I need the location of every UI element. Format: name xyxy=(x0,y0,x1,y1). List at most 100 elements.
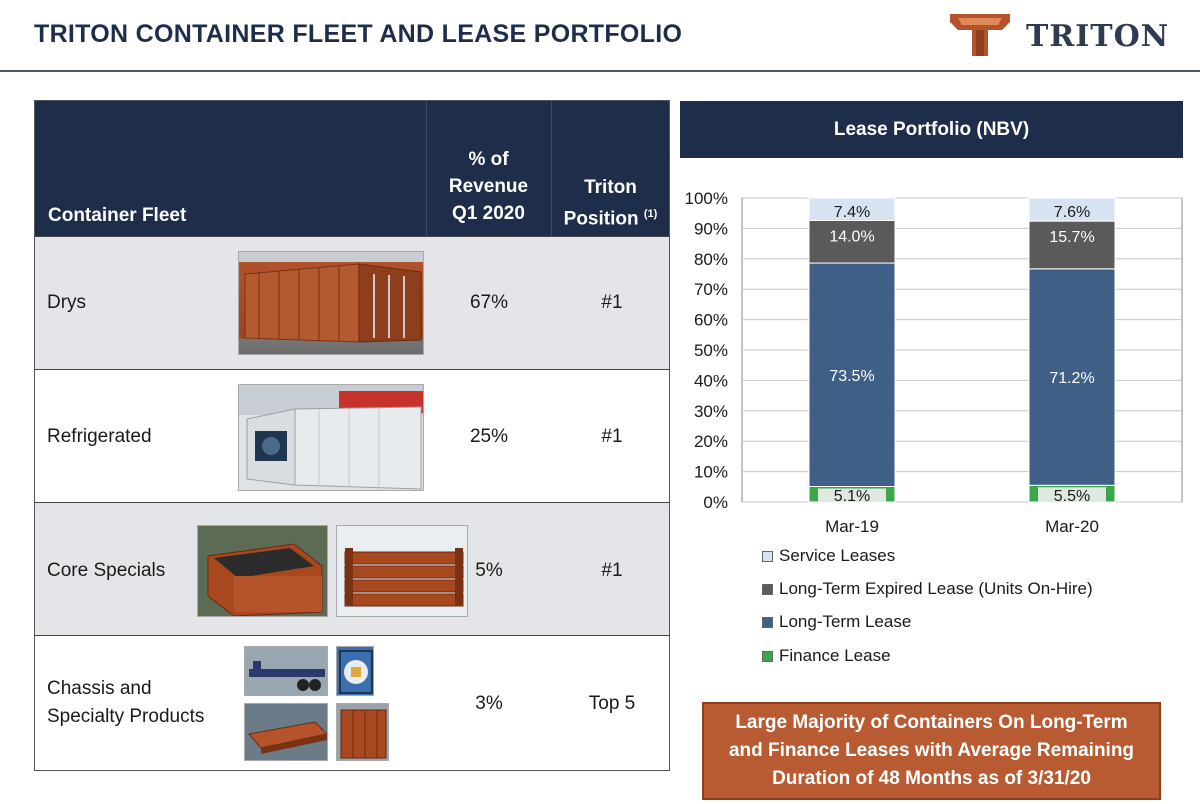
open-top-container-icon xyxy=(207,543,323,616)
header-triton-position: Triton Position (1) xyxy=(552,174,669,232)
data-label: 71.2% xyxy=(1049,370,1094,387)
table-row-chassis-specialty: Chassis and Specialty Products xyxy=(35,635,669,770)
header-separator xyxy=(426,101,427,236)
lease-portfolio-chart: 0% 10% 20% 30% 40% 50% 60% 70% 80% 90% 100% 5.1% 73.… xyxy=(685,189,1183,536)
y-tick-label: 80% xyxy=(694,250,728,269)
header-pct-line1: % of xyxy=(468,149,509,170)
y-tick-label: 0% xyxy=(703,493,728,512)
y-tick-label: 70% xyxy=(694,280,728,299)
header-pos-footnote: (1) xyxy=(643,208,658,220)
data-label: 5.1% xyxy=(834,488,870,505)
header-pos-line1: Triton xyxy=(584,177,637,198)
legend-item-long-term-lease: Long-Term Lease xyxy=(762,612,911,632)
data-label: 15.7% xyxy=(1049,229,1094,246)
header-pos-line2-wrap: Position (1) xyxy=(552,201,669,232)
legend-item-service-leases: Service Leases xyxy=(762,546,895,566)
chart-title: Lease Portfolio (NBV) xyxy=(680,101,1183,158)
legend-swatch xyxy=(762,584,773,595)
y-tick-label: 50% xyxy=(694,341,728,360)
legend-item-long-term-expired: Long-Term Expired Lease (Units On-Hire) xyxy=(762,579,1093,599)
fleet-table-header: Container Fleet % of Revenue Q1 2020 Tri… xyxy=(35,101,669,236)
table-row-drys: Drys 67% #1 xyxy=(35,236,669,369)
bar-segment xyxy=(808,262,896,487)
fleet-position: #1 xyxy=(601,560,623,581)
flat-rack-stack-icon xyxy=(344,548,464,607)
flatbed-icon xyxy=(248,721,327,754)
triton-logo: TRITON xyxy=(948,10,1178,60)
data-label: 14.0% xyxy=(829,228,874,245)
header-container-fleet: Container Fleet xyxy=(48,205,187,226)
bar-segment xyxy=(808,219,896,264)
y-tick-label: 60% xyxy=(694,311,728,330)
specialty-container-image xyxy=(336,703,389,761)
table-row-refrigerated: Refrigerated 25% #1 xyxy=(35,369,669,502)
fleet-position: Top 5 xyxy=(588,693,636,714)
fleet-name: Core Specials xyxy=(47,560,166,581)
fleet-position: #1 xyxy=(601,292,623,313)
fleet-name-line2: Specialty Products xyxy=(47,706,205,727)
x-tick-label: Mar-19 xyxy=(825,517,879,536)
data-label: 5.5% xyxy=(1054,488,1090,505)
y-tick-label: 20% xyxy=(694,432,728,451)
chassis-icon xyxy=(249,661,325,691)
header-divider xyxy=(0,70,1200,72)
data-label-bg xyxy=(818,488,886,502)
fleet-pct: 25% xyxy=(469,426,509,447)
x-tick-label: Mar-20 xyxy=(1045,517,1099,536)
logo-text: TRITON xyxy=(1026,19,1170,54)
legend-label: Service Leases xyxy=(779,546,896,565)
callout-line3: Duration of 48 Months as of 3/31/20 xyxy=(772,768,1091,789)
legend-swatch xyxy=(762,617,773,628)
legend-label: Long-Term Expired Lease (Units On-Hire) xyxy=(779,579,1093,598)
summary-callout: Large Majority of Containers On Long-Ter… xyxy=(702,702,1161,800)
callout-line1: Large Majority of Containers On Long-Ter… xyxy=(735,712,1128,733)
legend-swatch xyxy=(762,651,773,662)
header-pct-line2: Revenue xyxy=(448,176,529,197)
bar-segment xyxy=(1028,197,1116,222)
header-pct-line3: Q1 2020 xyxy=(452,203,525,224)
legend-label: Finance Lease xyxy=(779,646,891,665)
legend-label: Long-Term Lease xyxy=(779,612,912,631)
fleet-name-line1: Chassis and xyxy=(47,678,152,699)
y-tick-label: 100% xyxy=(685,189,728,208)
fleet-name: Chassis and Specialty Products xyxy=(47,675,204,731)
dry-container-image xyxy=(238,251,424,355)
y-tick-label: 40% xyxy=(694,371,728,390)
fleet-pct: 67% xyxy=(469,292,509,313)
y-tick-label: 30% xyxy=(694,402,728,421)
header-pos-line2: Position xyxy=(563,208,639,230)
y-tick-label: 10% xyxy=(694,463,728,482)
flatbed-image xyxy=(244,703,328,761)
data-label-bg xyxy=(1038,487,1106,502)
specialty-container-icon xyxy=(340,709,387,759)
reefer-container-image xyxy=(238,384,424,491)
fleet-table: Container Fleet % of Revenue Q1 2020 Tri… xyxy=(34,100,670,771)
fleet-pct: 5% xyxy=(475,560,503,581)
tank-container-image xyxy=(336,646,374,696)
chassis-image xyxy=(244,646,328,696)
dry-container-icon xyxy=(244,263,422,343)
fleet-position: #1 xyxy=(601,426,623,447)
header-separator xyxy=(551,101,552,236)
legend-swatch xyxy=(762,551,773,562)
triton-logo-icon xyxy=(950,14,1010,56)
bar-segment xyxy=(808,197,896,221)
fleet-name: Drys xyxy=(47,292,87,313)
bar-segment xyxy=(1028,220,1116,270)
data-label: 73.5% xyxy=(829,368,874,385)
open-top-container-image xyxy=(197,525,328,617)
callout-line2: and Finance Leases with Average Remainin… xyxy=(728,740,1135,761)
page-title: TRITON CONTAINER FLEET AND LEASE PORTFOL… xyxy=(34,20,683,48)
data-label: 7.4% xyxy=(834,204,870,221)
bar-segment xyxy=(1028,268,1116,486)
reefer-container-icon xyxy=(239,385,423,490)
data-label: 7.6% xyxy=(1054,204,1090,221)
y-tick-label: 90% xyxy=(694,219,728,238)
table-row-core-specials: Core Specials 5% #1 xyxy=(35,502,669,635)
fleet-pct: 3% xyxy=(475,693,503,714)
fleet-name: Refrigerated xyxy=(47,426,152,447)
header-pct-revenue: % of Revenue Q1 2020 xyxy=(427,146,550,227)
legend-item-finance-lease: Finance Lease xyxy=(762,646,891,666)
flat-rack-stack-image xyxy=(336,525,468,617)
tank-container-icon xyxy=(339,650,373,694)
